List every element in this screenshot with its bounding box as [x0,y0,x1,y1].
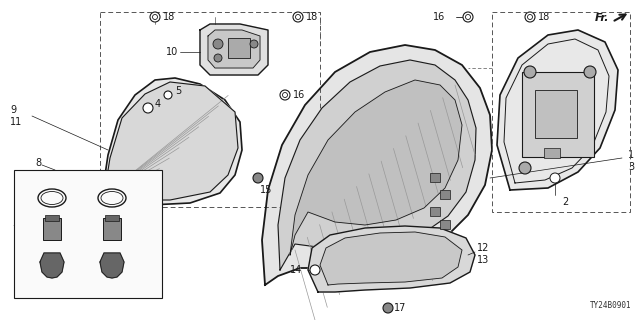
Polygon shape [320,232,462,285]
Polygon shape [100,253,124,278]
Text: 5: 5 [175,86,181,96]
Text: 6: 6 [18,187,24,197]
Circle shape [310,265,320,275]
Bar [14,170,162,298]
Polygon shape [104,82,238,200]
Circle shape [253,173,263,183]
Bar [430,173,440,182]
Circle shape [550,173,560,183]
Text: Fr.: Fr. [595,13,609,23]
Polygon shape [308,226,475,292]
Bar [544,148,560,158]
Text: 18: 18 [306,12,318,22]
Polygon shape [208,30,260,68]
Circle shape [280,90,290,100]
Text: 1: 1 [628,150,634,160]
Circle shape [164,91,172,99]
Text: 2: 2 [562,197,568,207]
Text: TY24B0901: TY24B0901 [590,301,632,310]
Circle shape [519,162,531,174]
Polygon shape [290,80,462,255]
Circle shape [524,66,536,78]
Bar [103,218,121,240]
Circle shape [525,12,535,22]
Text: 13: 13 [477,255,489,265]
Bar [43,218,61,240]
Text: 8: 8 [35,158,41,168]
Circle shape [584,66,596,78]
Bar [228,38,250,58]
Polygon shape [102,78,242,205]
Text: 12: 12 [477,243,490,253]
Text: 11: 11 [10,117,22,127]
Text: 9: 9 [10,105,16,115]
Polygon shape [40,253,64,278]
Text: 7: 7 [76,225,82,235]
Polygon shape [200,24,268,75]
Circle shape [463,12,473,22]
Circle shape [250,40,258,48]
Circle shape [150,12,160,22]
Text: 15: 15 [260,185,273,195]
Polygon shape [497,30,618,190]
Bar [100,12,320,207]
Text: 18: 18 [163,12,175,22]
Text: 4: 4 [155,99,161,109]
Circle shape [214,54,222,62]
Polygon shape [262,45,492,285]
Bar [492,12,630,212]
Text: 6: 6 [82,187,88,197]
Text: 14: 14 [290,265,302,275]
Text: 10: 10 [166,47,178,57]
Bar [522,72,594,157]
Text: 3: 3 [628,162,634,172]
Circle shape [213,39,223,49]
Circle shape [293,12,303,22]
Text: 7: 7 [12,225,18,235]
Bar [430,207,440,216]
Bar [440,220,450,229]
Text: 16: 16 [433,12,445,22]
Bar [440,190,450,199]
Circle shape [383,303,393,313]
Text: 17: 17 [394,303,406,313]
Text: 16: 16 [293,90,305,100]
Circle shape [143,103,153,113]
Polygon shape [278,60,476,270]
Text: 18: 18 [538,12,550,22]
Bar [535,90,577,138]
Bar [45,215,59,221]
Bar [105,215,119,221]
